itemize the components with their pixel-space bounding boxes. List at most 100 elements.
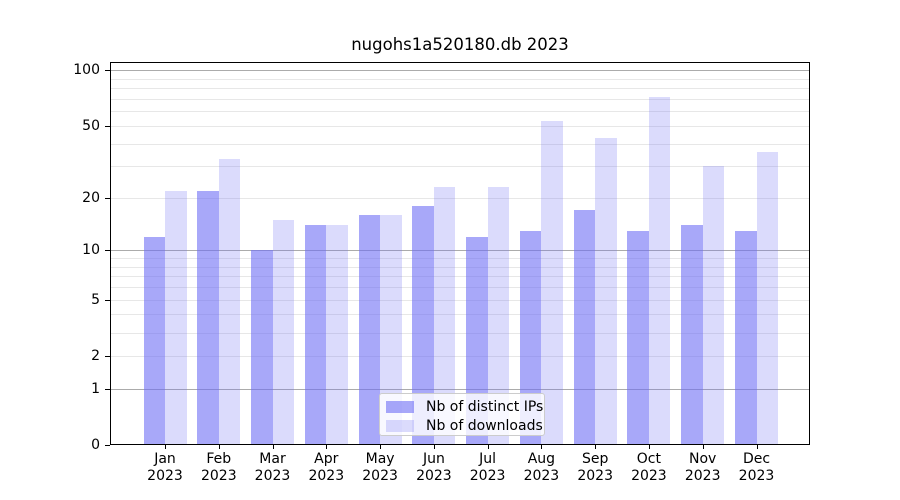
legend-swatch-distinct-ips — [386, 401, 414, 413]
y-tick-label: 10 — [82, 242, 100, 259]
gridline-major — [110, 70, 810, 72]
x-tick-mark — [218, 445, 220, 449]
x-tick-label-feb: Feb 2023 — [184, 451, 254, 485]
x-tick-year: 2023 — [147, 468, 183, 484]
gridline-minor — [110, 276, 810, 278]
bar-sep-downloads — [595, 137, 617, 445]
x-tick-month: Apr — [314, 451, 339, 467]
x-tick-year: 2023 — [362, 468, 398, 484]
x-tick-mark — [380, 445, 382, 449]
x-tick-mark — [541, 445, 543, 449]
bar-dec-distinct-ips — [735, 230, 757, 445]
x-tick-year: 2023 — [738, 468, 775, 484]
gridline-minor — [110, 287, 810, 289]
bar-dec-downloads — [756, 151, 778, 445]
bar-aug-distinct-ips — [519, 230, 542, 445]
x-tick-month: Sep — [581, 451, 609, 467]
gridline-minor — [110, 314, 810, 316]
gridline-minor — [110, 299, 810, 301]
bar-apr-distinct-ips — [304, 225, 327, 445]
x-tick-month: Jan — [154, 451, 176, 467]
x-tick-year: 2023 — [577, 468, 613, 484]
y-tick-label: 50 — [82, 117, 100, 134]
bar-jan-distinct-ips — [143, 236, 165, 445]
x-tick-label-sep: Sep 2023 — [560, 451, 630, 485]
bar-sep-distinct-ips — [573, 210, 596, 445]
bar-feb-downloads — [218, 158, 241, 445]
x-tick-year: 2023 — [200, 468, 237, 484]
x-tick-mark — [272, 445, 274, 449]
y-tick-mark — [105, 70, 110, 72]
bar-oct-distinct-ips — [627, 230, 649, 445]
x-tick-label-nov: Nov 2023 — [668, 451, 738, 485]
y-tick-mark — [105, 445, 110, 446]
gridline-minor — [110, 266, 810, 268]
y-tick-mark — [105, 299, 110, 301]
bar-jun-downloads — [433, 187, 456, 445]
x-tick-month: Nov — [689, 451, 717, 467]
y-tick-mark — [105, 355, 110, 357]
y-tick-label: 2 — [91, 347, 100, 364]
y-tick-label: 0 — [91, 437, 100, 453]
bar-mar-distinct-ips — [251, 250, 273, 445]
x-tick-label-may: May 2023 — [345, 451, 415, 485]
gridline-minor — [110, 88, 810, 90]
x-tick-year: 2023 — [469, 468, 506, 484]
bar-feb-distinct-ips — [197, 190, 219, 445]
bar-jul-distinct-ips — [466, 236, 488, 445]
x-tick-label-apr: Apr 2023 — [291, 451, 361, 485]
gridline-minor — [110, 166, 810, 168]
x-tick-mark — [433, 445, 435, 449]
chart-title: nugohs1a520180.db 2023 — [351, 35, 569, 54]
legend-label-downloads: Nb of downloads — [426, 418, 543, 434]
x-tick-mark — [487, 445, 489, 449]
bar-aug-downloads — [541, 121, 563, 445]
x-tick-mark — [702, 445, 704, 449]
gridline-minor — [110, 111, 810, 113]
y-tick-mark — [105, 388, 110, 390]
plot-area: Nb of distinct IPs Nb of downloads — [110, 62, 810, 445]
x-tick-month: Dec — [742, 451, 771, 467]
legend-swatch-downloads — [386, 420, 414, 432]
x-tick-year: 2023 — [416, 468, 452, 484]
x-tick-label-mar: Mar 2023 — [238, 451, 308, 485]
x-tick-year: 2023 — [308, 468, 345, 484]
bar-may-downloads — [380, 215, 402, 445]
x-tick-year: 2023 — [523, 468, 560, 484]
bar-oct-downloads — [648, 96, 671, 445]
x-tick-label-oct: Oct 2023 — [614, 451, 684, 485]
bar-jul-downloads — [487, 187, 510, 445]
bar-jan-downloads — [165, 190, 187, 445]
x-tick-month: Jul — [479, 451, 497, 467]
x-tick-label-aug: Aug 2023 — [506, 451, 576, 485]
bar-apr-downloads — [326, 225, 348, 445]
x-tick-mark — [756, 445, 758, 449]
x-tick-year: 2023 — [254, 468, 291, 484]
bar-mar-downloads — [272, 219, 294, 445]
gridline-minor — [110, 99, 810, 100]
x-tick-year: 2023 — [684, 468, 721, 484]
x-tick-month: Aug — [527, 451, 556, 467]
x-tick-month: Mar — [259, 451, 286, 467]
y-tick-label: 100 — [73, 62, 100, 79]
bar-may-distinct-ips — [358, 215, 381, 445]
bar-nov-distinct-ips — [681, 225, 703, 445]
legend-label-distinct-ips: Nb of distinct IPs — [426, 399, 544, 415]
gridline-minor — [110, 78, 810, 80]
x-tick-mark — [326, 445, 328, 449]
x-tick-month: Jun — [422, 451, 445, 467]
gridline-major — [110, 388, 810, 390]
gridline-minor — [110, 143, 810, 145]
x-tick-mark — [165, 445, 166, 449]
y-tick-mark — [105, 125, 110, 127]
gridline-minor — [110, 197, 810, 199]
y-tick-label: 1 — [91, 380, 100, 397]
bar-jun-distinct-ips — [412, 206, 434, 445]
x-tick-mark — [648, 445, 650, 449]
y-tick-label: 20 — [82, 189, 100, 206]
x-tick-month: Oct — [636, 451, 661, 467]
gridline-minor — [110, 332, 810, 334]
y-tick-mark — [105, 250, 110, 252]
gridline-minor — [110, 355, 810, 357]
